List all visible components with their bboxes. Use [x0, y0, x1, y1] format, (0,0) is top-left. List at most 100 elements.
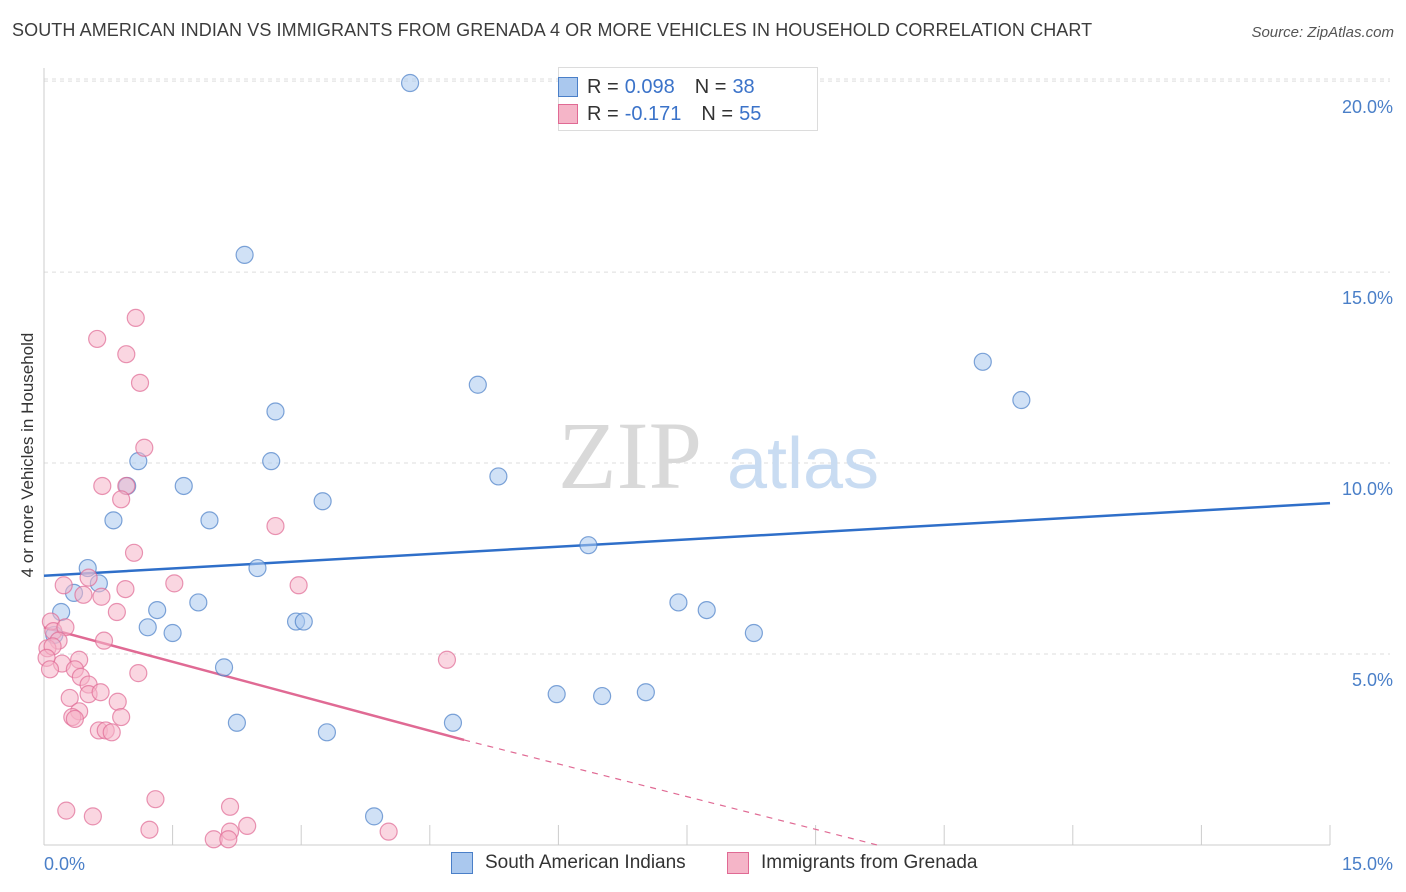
y-tick-label: 20.0% [1342, 97, 1393, 117]
data-point-grenada [126, 308, 145, 328]
data-point-south-american-indians [489, 467, 508, 486]
data-point-south-american-indians [364, 807, 384, 826]
data-point-south-american-indians [317, 723, 337, 742]
data-point-grenada [57, 801, 76, 820]
data-point-grenada [112, 490, 131, 509]
tick-labels: 5.0% 10.0% 15.0% 20.0% 0.0% 15.0% [44, 97, 1393, 874]
data-points [37, 73, 1031, 849]
data-point-grenada [379, 822, 398, 841]
data-point-south-american-indians [468, 375, 487, 394]
source-label: Source: ZipAtlas.com [1251, 24, 1394, 41]
data-point-south-american-indians [973, 352, 992, 371]
data-point-grenada [102, 723, 121, 742]
trend-line-grenada [43, 626, 465, 742]
legend-r-label: R = [587, 75, 619, 98]
data-point-south-american-indians [579, 536, 598, 555]
data-point-south-american-indians [227, 713, 246, 732]
data-point-grenada [94, 631, 114, 650]
bottom-legend: South American Indians Immigrants from G… [0, 852, 1406, 876]
legend-row-blue: R = 0.098 N = 38 [558, 74, 755, 100]
legend-row-pink: R = -0.171 N = 55 [558, 101, 762, 127]
bottom-legend-swatch-pink [727, 852, 749, 874]
data-point-grenada [60, 688, 79, 708]
legend: R = 0.098 N = 38 R = -0.171 N = 55 [558, 67, 818, 131]
data-point-south-american-indians [174, 476, 193, 496]
watermark-zip: ZIP [558, 402, 702, 509]
data-point-south-american-indians [593, 686, 612, 706]
data-point-grenada [437, 650, 457, 669]
data-point-south-american-indians [262, 452, 281, 471]
legend-swatch-pink [558, 104, 578, 124]
data-point-south-american-indians [104, 511, 123, 530]
data-point-grenada [92, 587, 111, 606]
trend-line-south-american-indians [43, 501, 1331, 577]
data-point-south-american-indians [138, 618, 157, 637]
data-point-grenada [165, 574, 184, 593]
bottom-legend-item-pink: Immigrants from Grenada [727, 852, 977, 874]
data-point-grenada [289, 576, 308, 595]
data-point-south-american-indians [200, 511, 219, 530]
legend-r-label: R = [587, 102, 619, 125]
watermark-atlas: atlas [727, 424, 879, 504]
data-point-south-american-indians [294, 612, 313, 631]
data-point-grenada [124, 543, 144, 562]
y-tick-label: 5.0% [1352, 670, 1393, 690]
data-point-grenada [219, 830, 238, 849]
data-point-south-american-indians [235, 245, 254, 264]
x-tick-label: 15.0% [1342, 854, 1393, 874]
trend-lines [43, 501, 1331, 846]
data-point-south-american-indians [669, 593, 688, 612]
data-point-south-american-indians [214, 658, 234, 677]
data-point-grenada [65, 709, 84, 729]
data-point-grenada [74, 585, 93, 604]
data-point-grenada [266, 516, 285, 536]
data-point-grenada [93, 476, 112, 496]
y-tick-label: 15.0% [1342, 288, 1393, 308]
data-point-grenada [116, 579, 135, 599]
legend-r-value: -0.171 [624, 102, 682, 125]
data-point-grenada [140, 820, 159, 839]
data-point-grenada [79, 568, 98, 587]
axes [43, 68, 1331, 846]
data-point-grenada [54, 576, 73, 595]
bottom-legend-item-blue: South American Indians [451, 852, 686, 874]
data-point-grenada [117, 345, 136, 364]
legend-swatch-blue [558, 77, 578, 97]
data-point-south-american-indians [636, 683, 655, 702]
data-point-grenada [107, 602, 126, 622]
bottom-legend-label: South American Indians [485, 852, 686, 873]
data-point-south-american-indians [248, 558, 267, 578]
data-point-grenada [220, 797, 240, 816]
data-point-south-american-indians [266, 402, 285, 421]
legend-n-label: N = [701, 102, 734, 125]
data-point-grenada [88, 329, 107, 349]
data-point-south-american-indians [1012, 390, 1031, 410]
data-point-grenada [130, 373, 150, 392]
legend-n-value: 55 [739, 102, 762, 125]
data-point-south-american-indians [400, 73, 420, 93]
legend-r-value: 0.098 [624, 75, 675, 98]
legend-n-label: N = [694, 75, 727, 98]
data-point-south-american-indians [163, 623, 182, 643]
data-point-south-american-indians [547, 685, 566, 704]
data-point-south-american-indians [148, 600, 167, 620]
data-point-grenada [238, 816, 257, 836]
data-point-grenada [108, 692, 127, 711]
data-point-grenada [112, 707, 131, 727]
data-point-grenada [91, 683, 110, 702]
gridlines [44, 78, 1390, 655]
x-tick-label: 0.0% [44, 854, 85, 874]
data-point-south-american-indians [189, 593, 208, 612]
legend-n-value: 38 [732, 75, 755, 98]
trend-line-grenada-extension [463, 739, 878, 846]
data-point-south-american-indians [697, 600, 716, 620]
bottom-legend-swatch-blue [451, 852, 473, 874]
watermark: ZIP atlas [558, 402, 879, 509]
y-tick-label: 10.0% [1342, 479, 1393, 499]
data-point-grenada [40, 660, 60, 679]
data-point-grenada [83, 807, 102, 826]
data-point-south-american-indians [443, 713, 463, 732]
data-point-south-american-indians [313, 492, 332, 511]
data-point-grenada [129, 664, 148, 683]
